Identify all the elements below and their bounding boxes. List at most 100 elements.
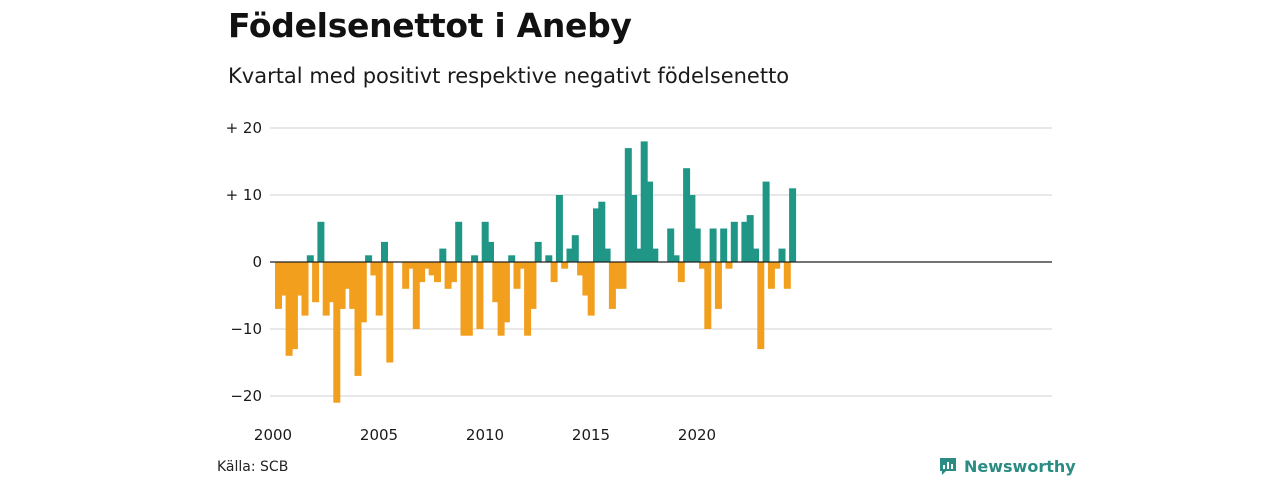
bar [789,188,797,262]
bar [407,262,415,269]
x-tick-label: 2000 [254,426,292,444]
bar [312,262,320,303]
bar [593,208,600,262]
bar [603,248,611,262]
bar [455,221,463,262]
bar [714,262,722,309]
bar [471,255,479,262]
bar [725,262,733,269]
newsworthy-logo-icon [940,458,956,475]
bar [741,221,749,262]
bar [709,228,717,262]
bar [412,262,420,329]
bar [518,262,526,269]
bar [619,262,627,289]
bar [306,255,314,262]
bar [635,248,643,262]
bar [529,262,537,309]
bar [577,262,585,276]
bar [328,262,335,303]
bar [683,168,691,262]
bar [640,141,648,262]
chart-title: Födelsenettot i Aneby [228,6,632,45]
bar [720,228,728,262]
bar [439,248,447,262]
y-tick-label: 0 [252,253,262,271]
bar [322,262,330,316]
bar [375,262,383,316]
bar [290,262,298,350]
bar [487,241,494,262]
bar [285,262,293,356]
chart-subtitle: Kvartal med positivt respektive negativt… [228,64,790,88]
bar [402,262,410,289]
x-tick-label: 2020 [678,426,716,444]
bar [502,262,510,323]
bar [333,262,341,403]
bar [370,262,378,276]
bar [767,262,775,289]
bar [582,262,590,296]
bar [699,262,706,269]
bar [752,248,759,262]
x-axis-tick-labels: 2000 2005 2010 2015 2020 [254,426,716,444]
bar [275,262,282,309]
y-tick-label: −10 [230,320,262,338]
bar [354,262,362,376]
bar [566,248,574,262]
bar [608,262,616,309]
bar [301,262,309,316]
bar [561,262,569,269]
bar [317,221,325,262]
source-note: Källa: SCB [217,459,289,475]
y-tick-label: + 20 [226,119,262,137]
bar [783,262,791,289]
bar [624,148,632,262]
bar [418,262,426,283]
y-tick-label: + 10 [226,186,262,204]
bar [651,248,659,262]
bar [571,235,579,262]
bar [434,262,441,283]
bar [688,195,696,262]
bar [630,195,638,262]
bar [349,262,357,309]
bar [476,262,484,329]
bar [338,262,346,309]
bar [555,195,563,262]
bar [587,262,595,316]
bar [677,262,685,283]
bar [481,221,489,262]
bars-layer [275,141,797,403]
bar [497,262,505,336]
brand-logo: Newsworthy [938,456,1076,476]
bar [598,201,606,262]
bar [773,262,781,269]
bar [386,262,394,363]
bar [508,255,516,262]
bar [381,241,388,262]
bar [423,262,431,269]
bar [667,228,675,262]
bar [524,262,532,336]
x-tick-label: 2005 [360,426,398,444]
bar [704,262,712,329]
bar [746,215,754,262]
bar [672,255,680,262]
bar [730,221,738,262]
bar [492,262,500,303]
bar [534,241,542,262]
bar [614,262,622,289]
bar [757,262,765,350]
bar [359,262,367,323]
bar [449,262,457,283]
bar [296,262,304,296]
bar [778,248,786,262]
x-tick-label: 2010 [466,426,504,444]
bar [693,228,701,262]
bar [428,262,436,276]
bar [444,262,452,289]
y-axis-tick-labels: + 20 + 10 0 −10 −20 [226,119,262,405]
bar [646,181,653,262]
